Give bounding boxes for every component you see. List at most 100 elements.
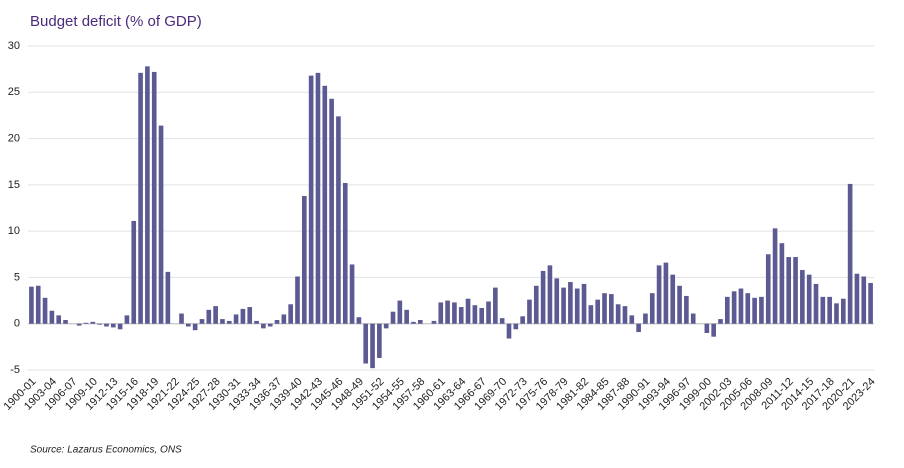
bar xyxy=(574,288,580,324)
bar xyxy=(76,323,82,326)
bar xyxy=(301,195,307,324)
bar xyxy=(110,323,116,328)
bar xyxy=(295,276,300,324)
bar xyxy=(83,322,89,324)
source-note: Source: Lazarus Economics, ONS xyxy=(30,445,182,456)
bar xyxy=(397,300,403,324)
bar xyxy=(800,270,805,324)
bar xyxy=(336,116,341,324)
y-tick-label: -5 xyxy=(10,364,20,376)
bar xyxy=(643,313,648,324)
bar xyxy=(220,319,225,324)
bar xyxy=(595,299,601,324)
bar xyxy=(145,66,150,324)
bar xyxy=(383,323,389,329)
bar xyxy=(288,304,293,324)
bar xyxy=(329,98,334,324)
bar xyxy=(827,296,832,324)
bar xyxy=(308,75,314,324)
bar xyxy=(315,72,321,324)
bar xyxy=(806,274,812,324)
bar xyxy=(622,306,628,324)
bar xyxy=(322,85,328,324)
bar xyxy=(213,306,218,324)
bar xyxy=(656,265,662,324)
bar xyxy=(186,323,191,327)
bar xyxy=(49,310,55,324)
bar xyxy=(42,297,48,324)
bar xyxy=(131,220,137,324)
bar xyxy=(554,278,560,324)
y-tick-label: 0 xyxy=(14,318,20,330)
bar xyxy=(417,320,423,324)
bar xyxy=(226,320,232,324)
bar xyxy=(199,319,205,324)
bar xyxy=(35,285,41,324)
bar xyxy=(404,309,409,324)
bar xyxy=(281,314,287,324)
bar xyxy=(465,298,471,324)
bar xyxy=(615,304,621,324)
bar xyxy=(711,323,716,337)
bar xyxy=(540,270,546,324)
bar xyxy=(568,282,573,324)
bar xyxy=(663,262,669,324)
bar xyxy=(752,297,757,324)
bar xyxy=(390,311,396,324)
bar xyxy=(786,257,792,324)
bar xyxy=(179,313,184,324)
bar xyxy=(834,303,839,324)
bar xyxy=(192,323,198,331)
bar xyxy=(56,315,62,324)
bar xyxy=(499,318,505,324)
bar xyxy=(506,323,512,339)
y-tick-label: 5 xyxy=(14,271,20,283)
bar xyxy=(158,125,164,324)
bar xyxy=(29,286,34,324)
bar xyxy=(547,265,553,324)
chart-title: Budget deficit (% of GDP) xyxy=(30,13,202,30)
bar xyxy=(759,296,764,324)
bar xyxy=(247,307,253,324)
bar xyxy=(677,285,682,324)
bar xyxy=(452,302,457,324)
bar xyxy=(649,293,655,324)
bar xyxy=(342,183,348,324)
bar xyxy=(233,314,239,324)
bar xyxy=(261,323,266,329)
bar xyxy=(704,323,710,333)
y-tick-label: 10 xyxy=(8,225,20,237)
bar xyxy=(636,323,641,333)
bar xyxy=(104,323,109,327)
bar xyxy=(493,287,498,324)
bar xyxy=(533,285,539,324)
bar xyxy=(588,305,594,324)
bar xyxy=(458,307,464,324)
bar xyxy=(718,319,723,324)
bar xyxy=(377,323,382,358)
bar xyxy=(63,320,68,324)
bar xyxy=(581,283,587,324)
y-tick-label: 25 xyxy=(8,86,20,98)
bar xyxy=(629,315,635,324)
y-tick-label: 20 xyxy=(8,132,20,144)
bar xyxy=(151,71,157,324)
bar xyxy=(206,309,212,324)
bar xyxy=(854,273,860,324)
bar xyxy=(363,323,369,364)
bar xyxy=(738,288,744,324)
bar xyxy=(431,320,437,324)
bar xyxy=(820,296,826,324)
bar xyxy=(124,315,130,324)
bar xyxy=(765,254,771,324)
bar xyxy=(240,308,246,324)
bar xyxy=(793,257,798,324)
bar xyxy=(527,299,532,324)
bar xyxy=(267,323,273,327)
bar xyxy=(724,296,730,324)
bar xyxy=(731,291,737,324)
bar xyxy=(411,321,416,324)
bar xyxy=(117,323,123,330)
bar xyxy=(813,283,819,324)
